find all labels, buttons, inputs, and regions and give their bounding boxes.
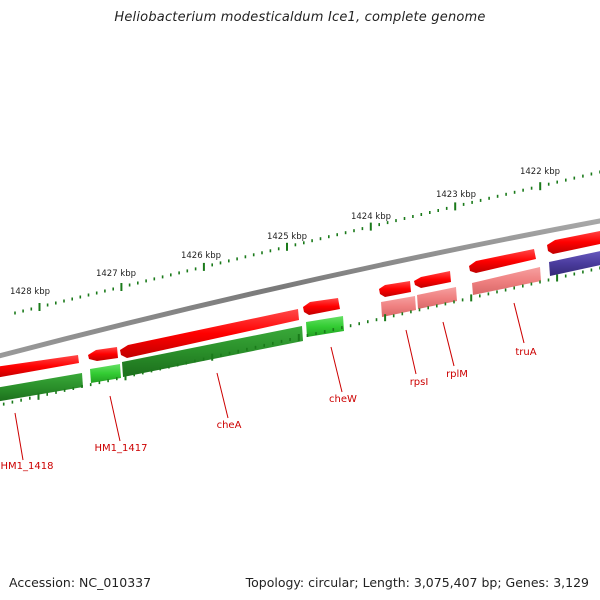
leader-line-trua xyxy=(513,302,525,344)
gene-hm1-1417-track2 xyxy=(90,364,121,383)
outer-tick-track xyxy=(14,170,600,315)
leader-line-chew xyxy=(330,346,343,393)
accession-text: Accession: NC_010337 xyxy=(9,575,152,590)
scale-label-1428: 1428 kbp xyxy=(10,287,50,297)
gene-rplm-track2 xyxy=(417,287,457,309)
gene-label-chea: cheA xyxy=(217,420,242,431)
leader-line-rplm xyxy=(442,321,455,367)
gene-rplm-forward xyxy=(414,271,451,288)
scale-label-1426: 1426 kbp xyxy=(181,251,221,261)
gene-label-trua: truA xyxy=(515,347,536,358)
gene-next-forward xyxy=(547,231,600,254)
genome-backbone xyxy=(0,218,600,359)
gene-label-rplm: rplM xyxy=(446,369,468,380)
gene-chea-track2 xyxy=(122,326,303,377)
genome-info-text: Topology: circular; Length: 3,075,407 bp… xyxy=(245,575,589,590)
gene-next-track2 xyxy=(549,251,600,276)
gene-chea-forward xyxy=(120,309,299,358)
leader-line-hm1-1417 xyxy=(109,395,121,442)
genome-title: Heliobacterium modesticaldum Ice1, compl… xyxy=(114,10,486,25)
scale-label-1427: 1427 kbp xyxy=(96,269,136,279)
gene-chew-track2 xyxy=(306,316,344,337)
gene-trua-forward xyxy=(469,249,536,273)
gene-hm1-1418-forward xyxy=(0,355,79,378)
gene-rpsi-track2 xyxy=(381,296,416,317)
gene-label-rpsi: rpsI xyxy=(410,377,429,388)
gene-rpsi-forward xyxy=(379,281,411,297)
gene-hm1-1417-forward xyxy=(88,347,118,361)
leader-line-hm1-1418 xyxy=(14,412,24,461)
leader-line-chea xyxy=(216,372,229,419)
inner-tick-track xyxy=(2,266,600,406)
gene-chew-forward xyxy=(303,298,340,315)
gene-hm1-1418-track2 xyxy=(0,373,83,402)
scale-label-1423: 1423 kbp xyxy=(436,190,476,200)
scale-label-1425: 1425 kbp xyxy=(267,232,307,242)
gene-label-chew: cheW xyxy=(329,394,357,405)
leader-line-rpsi xyxy=(405,329,417,375)
gene-label-hm1-1418: HM1_1418 xyxy=(1,461,54,472)
gene-label-hm1-1417: HM1_1417 xyxy=(95,443,148,454)
gene-trua-track2 xyxy=(472,267,541,295)
scale-label-1422: 1422 kbp xyxy=(520,167,560,177)
scale-label-1424: 1424 kbp xyxy=(351,212,391,222)
